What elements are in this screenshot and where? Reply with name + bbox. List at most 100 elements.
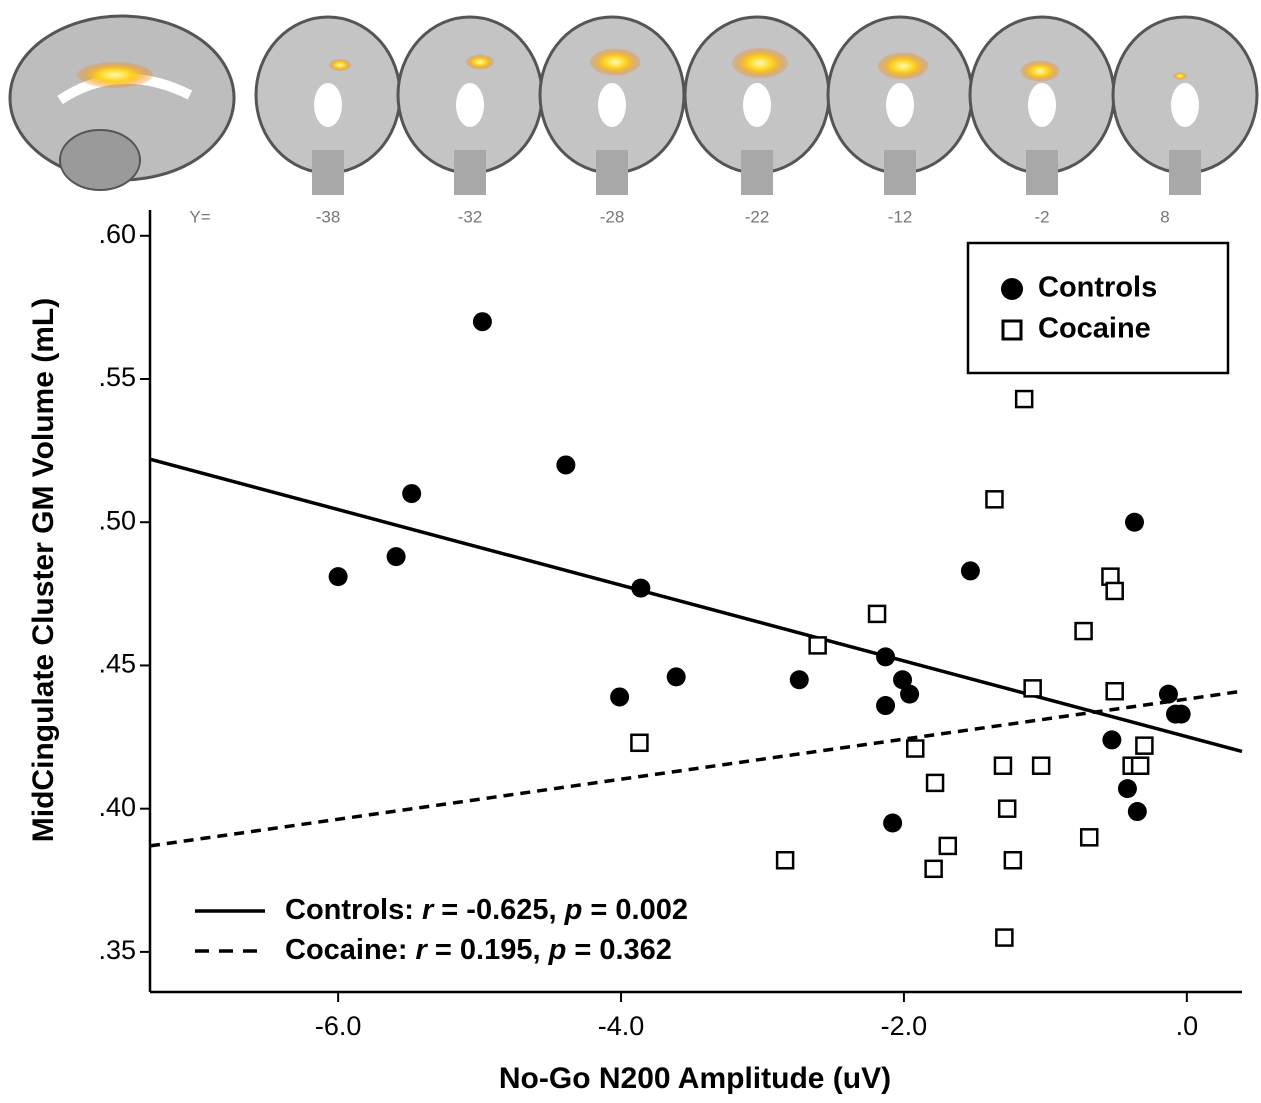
point bbox=[329, 567, 348, 586]
activation bbox=[590, 49, 640, 76]
legend-marker bbox=[1003, 321, 1021, 339]
legend-marker bbox=[1001, 278, 1023, 300]
annotation-part: Controls: bbox=[285, 894, 422, 926]
point bbox=[900, 685, 919, 704]
legend-box bbox=[968, 243, 1228, 373]
point bbox=[631, 579, 650, 598]
annotation: Cocaine: r = 0.195, p = 0.362 bbox=[285, 934, 672, 966]
point bbox=[940, 838, 956, 854]
slice-label: -22 bbox=[745, 207, 770, 226]
y-tick-label: .50 bbox=[98, 505, 136, 535]
point bbox=[1118, 779, 1137, 798]
brain-stem bbox=[312, 150, 344, 195]
point bbox=[961, 561, 980, 580]
brain-ventricle bbox=[1028, 83, 1056, 127]
point bbox=[1107, 583, 1123, 599]
point bbox=[1033, 758, 1049, 774]
point bbox=[869, 606, 885, 622]
y-tick-label: .40 bbox=[98, 792, 136, 822]
point bbox=[876, 696, 895, 715]
brain-ventricle bbox=[886, 83, 914, 127]
point bbox=[1081, 829, 1097, 845]
brain-ventricle bbox=[456, 83, 484, 127]
point bbox=[1125, 513, 1144, 532]
legend-label: Cocaine bbox=[1038, 313, 1151, 345]
point bbox=[883, 813, 902, 832]
x-axis-title: No-Go N200 Amplitude (uV) bbox=[499, 1062, 891, 1095]
annotation-part: = -0.625, bbox=[433, 894, 564, 926]
brain-stem bbox=[1169, 150, 1201, 195]
brain-ventricle bbox=[314, 83, 342, 127]
point bbox=[1172, 705, 1191, 724]
slice-label: -12 bbox=[888, 207, 913, 226]
brain-ventricle bbox=[743, 83, 771, 127]
x-tick-label: -6.0 bbox=[315, 1011, 362, 1041]
point bbox=[1128, 802, 1147, 821]
point bbox=[1107, 683, 1123, 699]
x-tick-label: -2.0 bbox=[881, 1011, 928, 1041]
point bbox=[790, 670, 809, 689]
point bbox=[777, 852, 793, 868]
slice-label: -2 bbox=[1034, 207, 1049, 226]
point bbox=[995, 758, 1011, 774]
activation bbox=[1173, 72, 1187, 80]
point bbox=[631, 735, 647, 751]
point bbox=[926, 861, 942, 877]
point bbox=[610, 687, 629, 706]
y-tick-label: .55 bbox=[98, 362, 136, 392]
point bbox=[556, 455, 575, 474]
brain-stem bbox=[1026, 150, 1058, 195]
brain-stem bbox=[741, 150, 773, 195]
slice-label: -28 bbox=[600, 207, 625, 226]
point bbox=[876, 647, 895, 666]
annotation: Controls: r = -0.625, p = 0.002 bbox=[285, 894, 688, 926]
point bbox=[1005, 852, 1021, 868]
chart: Y=-38-32-28-22-12-28.35.40.45.50.55.60-6… bbox=[0, 0, 1261, 1098]
activation bbox=[878, 53, 928, 80]
annotation-part: p bbox=[564, 894, 583, 926]
y-tick-label: .45 bbox=[98, 649, 136, 679]
point bbox=[1102, 730, 1121, 749]
annotation-part: = 0.362 bbox=[566, 934, 672, 966]
point bbox=[907, 741, 923, 757]
point bbox=[473, 312, 492, 331]
y-axis-title: MidCingulate Cluster GM Volume (mL) bbox=[27, 298, 60, 842]
brain-images bbox=[10, 16, 1257, 195]
activation bbox=[732, 48, 788, 78]
slice-label: -38 bbox=[316, 207, 341, 226]
brain-stem bbox=[454, 150, 486, 195]
brain-ventricle bbox=[598, 83, 626, 127]
point bbox=[810, 637, 826, 653]
point bbox=[1076, 623, 1092, 639]
activation bbox=[1020, 61, 1059, 82]
fit-line bbox=[150, 691, 1242, 846]
annotation-part: Cocaine: bbox=[285, 934, 416, 966]
annotation-part: = 0.195, bbox=[427, 934, 549, 966]
brain-stem bbox=[596, 150, 628, 195]
y-tick-label: .60 bbox=[98, 219, 136, 249]
slice-label: -32 bbox=[458, 207, 483, 226]
legend-label: Controls bbox=[1038, 272, 1157, 304]
x-tick-label: -4.0 bbox=[598, 1011, 645, 1041]
brain-stem bbox=[884, 150, 916, 195]
annotation-part: p bbox=[548, 934, 567, 966]
y-tick-label: .35 bbox=[98, 935, 136, 965]
brain-ventricle bbox=[1171, 83, 1199, 127]
point bbox=[402, 484, 421, 503]
point bbox=[387, 547, 406, 566]
x-tick-label: .0 bbox=[1176, 1011, 1199, 1041]
point bbox=[1016, 391, 1032, 407]
annotation-part: = 0.002 bbox=[582, 894, 688, 926]
point bbox=[667, 667, 686, 686]
activation bbox=[329, 59, 351, 71]
point bbox=[1132, 758, 1148, 774]
point bbox=[1025, 680, 1041, 696]
point bbox=[927, 775, 943, 791]
fit-line bbox=[150, 459, 1242, 751]
activation bbox=[466, 55, 494, 70]
point bbox=[996, 930, 1012, 946]
point bbox=[986, 491, 1002, 507]
slice-label: 8 bbox=[1160, 207, 1169, 226]
point bbox=[1136, 738, 1152, 754]
slice-prefix: Y= bbox=[189, 207, 210, 226]
